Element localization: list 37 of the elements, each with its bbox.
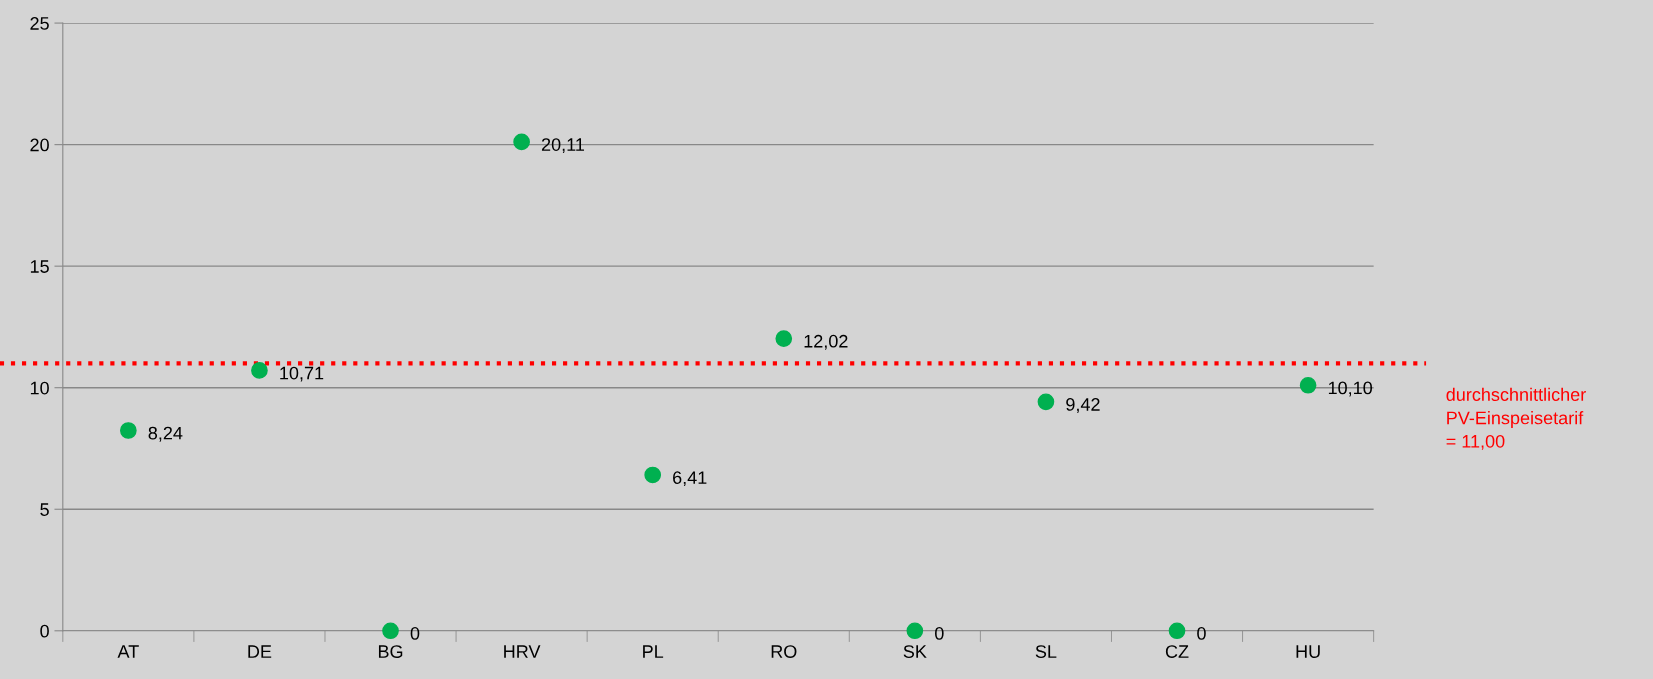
- x-tick-label: SK: [903, 645, 927, 658]
- point: [251, 362, 268, 379]
- data-label: 0: [935, 627, 944, 640]
- data-label: 20,11: [541, 138, 585, 154]
- x-tick-label: SL: [1035, 645, 1057, 658]
- data-label: 9,42: [1066, 398, 1100, 413]
- y-tick-label: 15: [30, 260, 49, 273]
- point: [513, 133, 530, 151]
- ref-line-label: durchschnittlicher PV-Einspeisetarif = 11,00: [1446, 387, 1586, 450]
- point: [382, 622, 399, 640]
- y-tick-label: 5: [40, 503, 49, 516]
- y-tick-label: 25: [30, 17, 49, 30]
- point: [1299, 376, 1317, 394]
- x-tick-label: AT: [117, 645, 139, 658]
- data-label: 6,41: [673, 471, 707, 487]
- x-tick-label: HU: [1296, 645, 1320, 658]
- point: [644, 466, 662, 484]
- x-tick-label: DE: [248, 645, 272, 658]
- x-tick-label: RO: [771, 645, 797, 658]
- x-tick-label: PL: [643, 645, 664, 658]
- data-label: 0: [410, 627, 420, 640]
- data-label: 12,02: [804, 334, 848, 350]
- x-tick-label: HRV: [504, 645, 541, 658]
- data-label: 8,24: [148, 426, 183, 442]
- data-label: 10,10: [1328, 381, 1373, 397]
- point: [906, 622, 924, 640]
- x-tick-label: CZ: [1165, 645, 1189, 658]
- point: [120, 422, 137, 439]
- y-tick-label: 20: [30, 138, 49, 152]
- y-tick-label: 0: [40, 624, 49, 638]
- point: [1037, 393, 1055, 411]
- point: [775, 330, 793, 347]
- y-tick-label: 10: [30, 381, 49, 395]
- point: [1168, 622, 1186, 640]
- x-tick-label: BG: [378, 645, 403, 658]
- data-label: 10,71: [280, 366, 324, 382]
- data-label: 0: [1197, 627, 1206, 640]
